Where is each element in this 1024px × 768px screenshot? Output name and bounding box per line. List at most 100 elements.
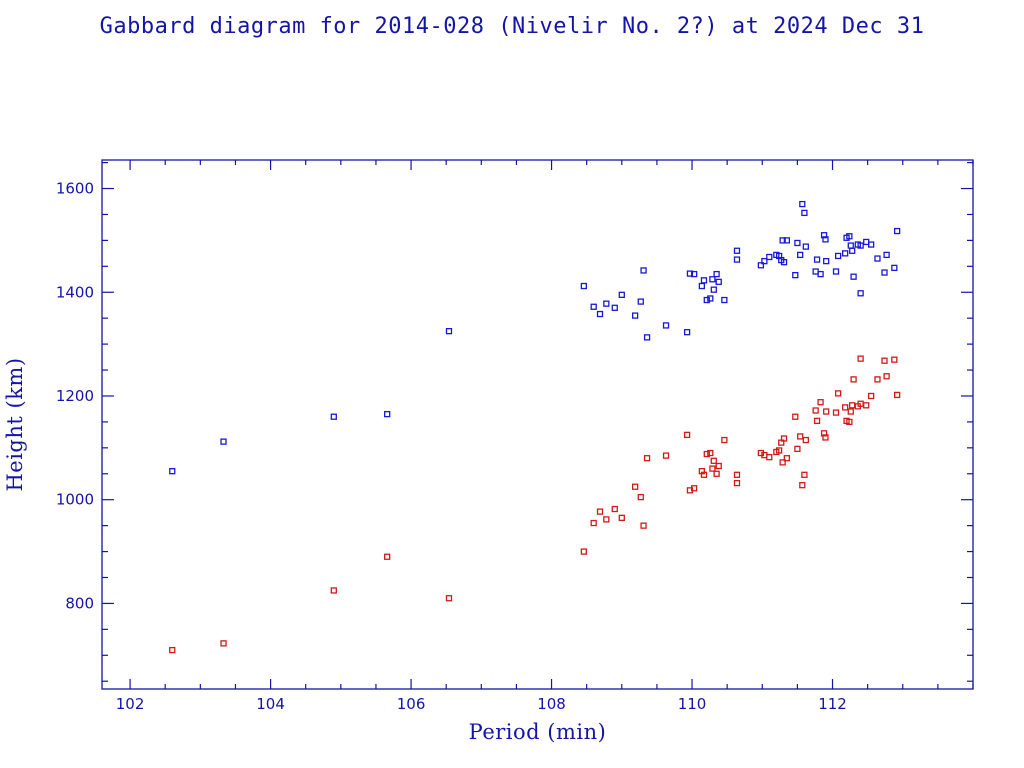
perigee-point [618, 514, 625, 522]
apogee-point [893, 227, 901, 235]
perigee-point [779, 459, 786, 466]
apogee-point [707, 295, 714, 302]
axis-tick-labels: 102 104 106 108 110 112 800 1000 1200 1400 1600 [56, 180, 847, 713]
apogee-point [834, 252, 842, 260]
apogee-point [169, 468, 176, 475]
apogee-point [643, 334, 651, 341]
apogee-point [757, 262, 765, 269]
apogee-point [857, 290, 864, 297]
perigee-point [445, 595, 453, 602]
perigee-point [797, 433, 804, 440]
perigee-point [847, 408, 854, 415]
apogee-point [709, 276, 716, 283]
y-axis-title: Height (km) [3, 357, 27, 491]
perigee-point [733, 479, 741, 487]
apogee-point [637, 298, 644, 305]
apogee-point [220, 438, 227, 445]
y-tick-label: 1400 [56, 283, 94, 301]
plot-frame [101, 159, 974, 690]
apogee-point [330, 413, 337, 420]
apogee-point [596, 310, 604, 318]
apogee-point [683, 329, 691, 336]
perigee-point [823, 408, 830, 415]
apogee-point [849, 247, 856, 254]
apogee-point [867, 241, 875, 248]
apogee-point [822, 236, 829, 243]
perigee-point [603, 516, 610, 523]
x-tick-label: 108 [537, 695, 566, 713]
apogee-point [686, 270, 694, 277]
y-tick-label: 1200 [56, 387, 94, 405]
perigee-point [799, 482, 806, 489]
y-tick-label: 800 [65, 594, 94, 612]
perigee-point [690, 485, 698, 492]
perigee-point [683, 431, 691, 439]
perigee-point [733, 471, 741, 478]
x-tick-label: 110 [678, 695, 707, 713]
perigee-point [703, 450, 710, 458]
perigee-point [596, 508, 604, 515]
perigee-point [812, 407, 819, 414]
perigee-point [715, 462, 722, 470]
perigee-point [846, 418, 853, 426]
apogee-point [611, 304, 618, 311]
perigee-point [817, 399, 824, 406]
perigee-point [662, 452, 670, 459]
apogee-point [883, 251, 890, 259]
apogee-point [580, 282, 588, 290]
apogee-point [445, 327, 453, 335]
perigee-point [834, 390, 842, 397]
apogee-point [823, 257, 830, 265]
perigee-point [867, 392, 875, 400]
perigee-point [874, 376, 881, 383]
apogee-point [863, 238, 870, 246]
perigee-point [801, 471, 808, 478]
apogee-point [799, 200, 806, 208]
apogee-point [891, 264, 898, 272]
perigee-point [710, 457, 717, 464]
apogee-point [801, 209, 808, 217]
perigee-point [893, 391, 901, 399]
data-points [169, 200, 901, 654]
perigee-point [700, 471, 708, 478]
perigee-point [580, 548, 588, 555]
perigee-point [775, 447, 783, 454]
apogee-point [603, 300, 610, 307]
apogee-point [662, 322, 670, 329]
apogee-point [812, 268, 819, 275]
perigee-point [766, 454, 773, 461]
apogee-point [698, 282, 706, 290]
perigee-point [820, 430, 828, 437]
apogee-point [779, 237, 786, 244]
apogee-point [797, 251, 804, 259]
apogee-point [794, 239, 801, 247]
apogee-point [850, 273, 857, 280]
perigee-point [220, 640, 227, 647]
perigee-point [857, 355, 864, 362]
apogee-point [857, 242, 864, 249]
apogee-point [733, 256, 741, 263]
perigee-point [832, 409, 840, 416]
y-tick-label: 1600 [56, 180, 94, 198]
perigee-point [330, 587, 337, 594]
apogee-point [713, 270, 720, 278]
perigee-point [802, 436, 809, 444]
apogee-point [874, 255, 881, 262]
apogee-point [766, 253, 773, 261]
apogee-point [590, 303, 597, 310]
perigee-point [640, 522, 647, 529]
perigee-point [780, 435, 788, 442]
apogee-point [792, 271, 799, 279]
perigee-point [883, 373, 890, 380]
perigee-point [707, 449, 714, 457]
apogee-point [640, 267, 647, 274]
apogee-point [802, 243, 809, 250]
perigee-point [384, 553, 391, 560]
x-axis-title: Period (min) [469, 720, 607, 744]
apogee-point [703, 296, 710, 304]
perigee-point [721, 436, 728, 444]
perigee-point [709, 465, 716, 472]
perigee-point [891, 356, 898, 363]
perigee-point [794, 445, 801, 453]
